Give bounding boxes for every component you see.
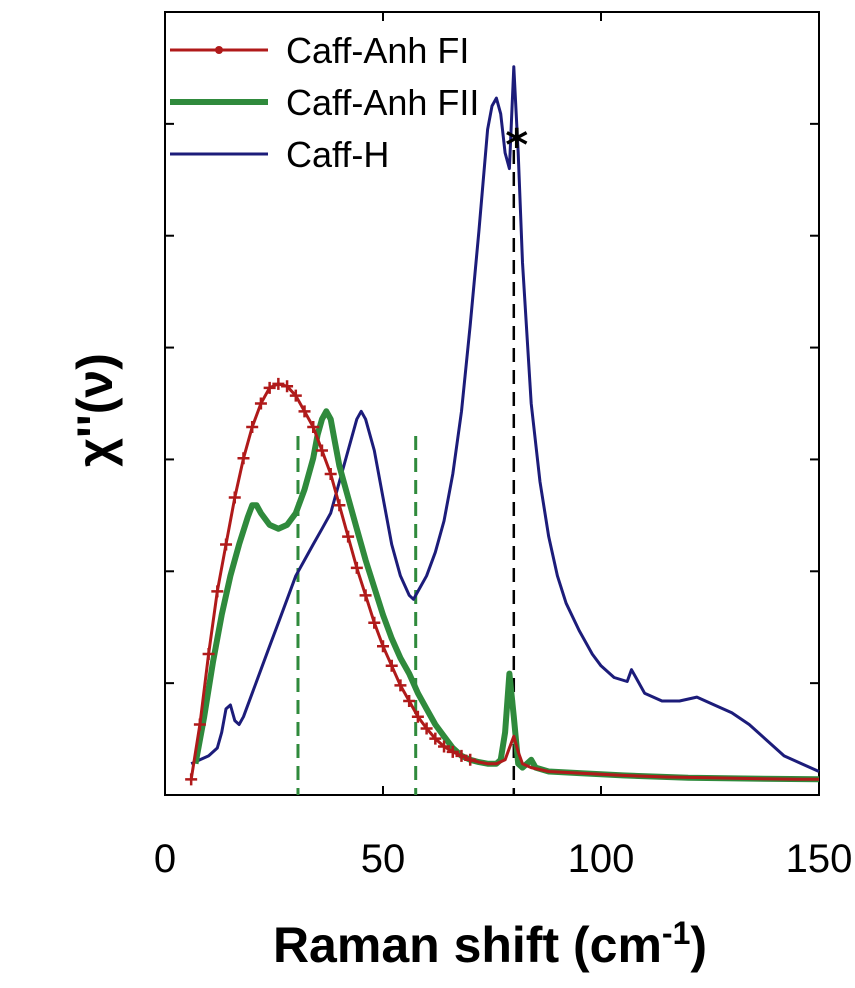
data-point: [228, 491, 241, 504]
data-point: [263, 381, 276, 394]
data-point: [377, 640, 389, 653]
data-point: [446, 745, 459, 758]
legend-marker: [215, 46, 223, 54]
data-point: [420, 722, 433, 735]
x-axis-title: Raman shift (cm-1): [273, 915, 707, 973]
data-point: [403, 695, 416, 708]
data-point: [350, 561, 363, 574]
data-point: [254, 397, 267, 410]
peak-annotation: *: [505, 120, 528, 171]
data-point: [202, 648, 215, 661]
data-point: [246, 420, 259, 433]
data-point: [385, 659, 398, 672]
data-point: [315, 444, 328, 457]
x-tick-label: 150: [786, 837, 853, 881]
series-line: [190, 65, 820, 773]
data-point: [281, 380, 294, 393]
data-point: [429, 732, 442, 745]
data-point: [324, 467, 337, 480]
data-point: [359, 589, 372, 602]
y-axis-ticks: [165, 122, 819, 685]
legend-item: Caff-Anh FI: [170, 30, 469, 71]
x-tick-label: 100: [568, 837, 635, 881]
legend-label: Caff-Anh FI: [286, 30, 469, 71]
data-point: [455, 749, 468, 762]
series-line: [189, 382, 819, 781]
data-point: [211, 585, 224, 598]
x-tick-labels: 0 50 100 150: [154, 837, 853, 881]
data-point: [193, 718, 206, 731]
data-point: [185, 773, 198, 786]
legend: Caff-Anh FI Caff-Anh FII Caff-H: [170, 30, 479, 175]
data-point: [220, 538, 233, 551]
data-point: [368, 616, 381, 629]
data-point: [411, 710, 424, 723]
legend-label: Caff-H: [286, 134, 389, 175]
data-point: [289, 389, 302, 402]
series-layer: [185, 65, 820, 786]
series-markers: [185, 377, 477, 786]
x-axis-ticks: [164, 12, 820, 795]
plot-frame: [164, 11, 820, 796]
y-axis-title: χ''(ν): [67, 353, 123, 467]
data-point: [438, 740, 451, 753]
data-point: [464, 753, 477, 766]
data-point: [333, 499, 346, 512]
x-tick-label: 50: [361, 837, 406, 881]
legend-item: Caff-Anh FII: [170, 82, 479, 123]
data-point: [272, 377, 285, 390]
data-point: [298, 405, 311, 418]
legend-item: Caff-H: [170, 134, 389, 175]
data-point: [342, 530, 355, 543]
data-point: [237, 452, 250, 465]
series-line: [192, 408, 820, 783]
legend-label: Caff-Anh FII: [286, 82, 479, 123]
data-point: [307, 420, 320, 433]
data-point: [394, 679, 407, 692]
x-tick-label: 0: [154, 837, 176, 881]
